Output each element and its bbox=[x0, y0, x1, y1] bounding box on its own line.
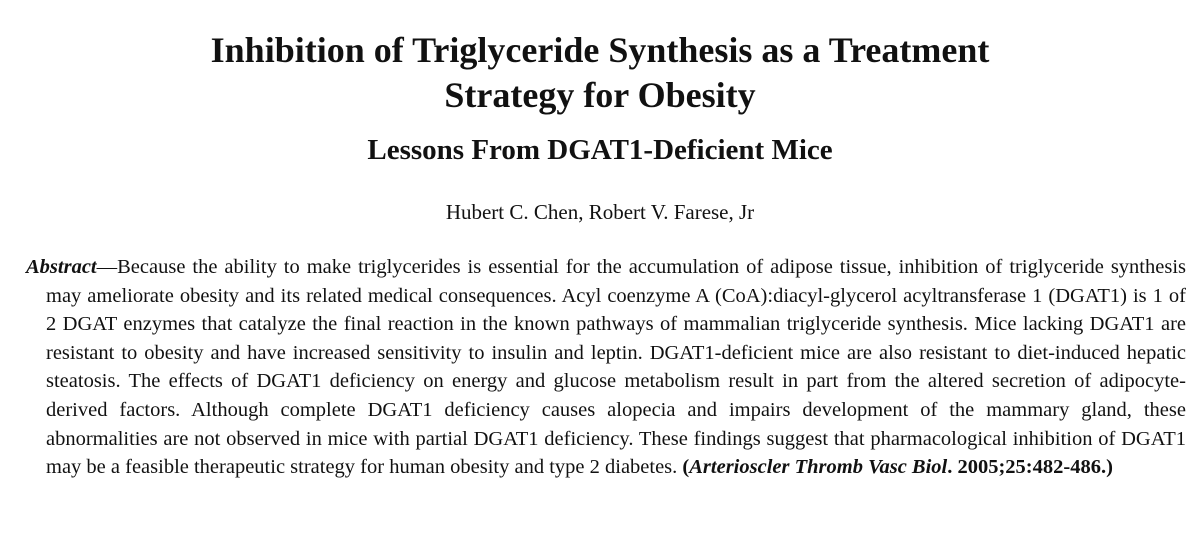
abstract-label: Abstract bbox=[26, 256, 97, 278]
citation-details: . 2005;25:482-486.) bbox=[947, 456, 1113, 479]
citation-journal: Arterioscler Thromb Vasc Biol bbox=[689, 456, 948, 479]
author-list: Hubert C. Chen, Robert V. Farese, Jr bbox=[445, 200, 755, 224]
paper-title-line-2: Strategy for Obesity bbox=[444, 75, 756, 115]
abstract-paragraph: Abstract—Because the ability to make tri… bbox=[26, 253, 1186, 482]
paper-subtitle: Lessons From DGAT1-Deficient Mice bbox=[367, 134, 833, 166]
abstract-body: —Because the ability to make triglycerid… bbox=[46, 256, 1186, 479]
citation-open-paren: ( bbox=[682, 456, 690, 479]
paper-title-line-1: Inhibition of Triglyceride Synthesis as … bbox=[210, 30, 990, 70]
